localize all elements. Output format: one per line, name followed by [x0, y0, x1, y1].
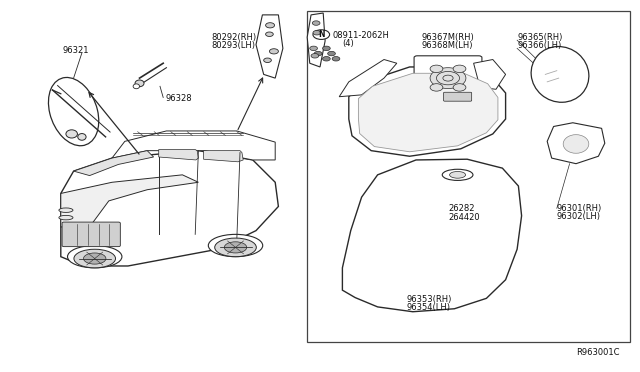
Circle shape — [266, 23, 275, 28]
Ellipse shape — [66, 130, 77, 138]
Ellipse shape — [449, 171, 466, 178]
Polygon shape — [159, 150, 198, 160]
Ellipse shape — [74, 249, 115, 268]
Circle shape — [312, 21, 320, 25]
Circle shape — [453, 65, 466, 73]
Circle shape — [332, 57, 340, 61]
Circle shape — [453, 84, 466, 91]
Polygon shape — [342, 159, 522, 312]
Text: 96321: 96321 — [63, 46, 89, 55]
Text: 26282: 26282 — [448, 204, 474, 213]
Text: 96328: 96328 — [165, 94, 192, 103]
Ellipse shape — [225, 242, 247, 253]
Circle shape — [443, 75, 453, 81]
Polygon shape — [61, 175, 198, 227]
Circle shape — [314, 51, 322, 56]
Polygon shape — [61, 151, 278, 266]
Polygon shape — [474, 60, 506, 89]
Text: 80293(LH): 80293(LH) — [211, 41, 255, 50]
Text: R963001C: R963001C — [576, 348, 620, 357]
Polygon shape — [112, 131, 275, 160]
FancyBboxPatch shape — [444, 92, 472, 101]
Circle shape — [313, 31, 321, 35]
FancyBboxPatch shape — [307, 11, 630, 342]
Ellipse shape — [531, 46, 589, 102]
Circle shape — [266, 32, 273, 36]
Polygon shape — [74, 151, 154, 176]
Ellipse shape — [135, 80, 144, 87]
Polygon shape — [339, 60, 397, 97]
Text: 96366(LH): 96366(LH) — [517, 41, 561, 50]
Circle shape — [313, 30, 330, 39]
Text: (4): (4) — [342, 39, 354, 48]
Circle shape — [430, 84, 443, 91]
Circle shape — [269, 49, 278, 54]
Ellipse shape — [563, 135, 589, 153]
FancyBboxPatch shape — [62, 222, 120, 247]
Text: 96353(RH): 96353(RH) — [406, 295, 452, 304]
Text: 96354(LH): 96354(LH) — [406, 303, 451, 312]
Ellipse shape — [83, 253, 106, 264]
Text: 96302(LH): 96302(LH) — [557, 212, 601, 221]
Ellipse shape — [68, 246, 122, 268]
Polygon shape — [204, 151, 243, 162]
Text: 96301(RH): 96301(RH) — [557, 204, 602, 213]
Ellipse shape — [133, 84, 140, 89]
Ellipse shape — [49, 77, 99, 146]
Text: 96365(RH): 96365(RH) — [517, 33, 563, 42]
Text: N: N — [318, 30, 324, 39]
Ellipse shape — [59, 208, 73, 212]
Circle shape — [323, 46, 330, 51]
Ellipse shape — [59, 215, 73, 220]
Circle shape — [264, 58, 271, 62]
Polygon shape — [358, 73, 498, 152]
Circle shape — [311, 54, 319, 58]
Ellipse shape — [78, 134, 86, 140]
Text: 08911-2062H: 08911-2062H — [333, 31, 390, 40]
Ellipse shape — [214, 238, 256, 257]
Circle shape — [430, 65, 443, 73]
Ellipse shape — [442, 169, 473, 180]
Polygon shape — [349, 67, 506, 156]
Polygon shape — [307, 13, 325, 67]
Polygon shape — [547, 123, 605, 164]
Ellipse shape — [209, 234, 262, 257]
Circle shape — [328, 51, 335, 56]
Circle shape — [430, 68, 466, 89]
Polygon shape — [256, 15, 283, 78]
Circle shape — [436, 71, 460, 85]
Text: 96367M(RH): 96367M(RH) — [421, 33, 474, 42]
FancyBboxPatch shape — [414, 56, 482, 104]
Text: 96368M(LH): 96368M(LH) — [421, 41, 472, 50]
Text: 264420: 264420 — [448, 213, 479, 222]
Circle shape — [323, 57, 330, 61]
Circle shape — [310, 46, 317, 51]
Text: 80292(RH): 80292(RH) — [211, 33, 257, 42]
